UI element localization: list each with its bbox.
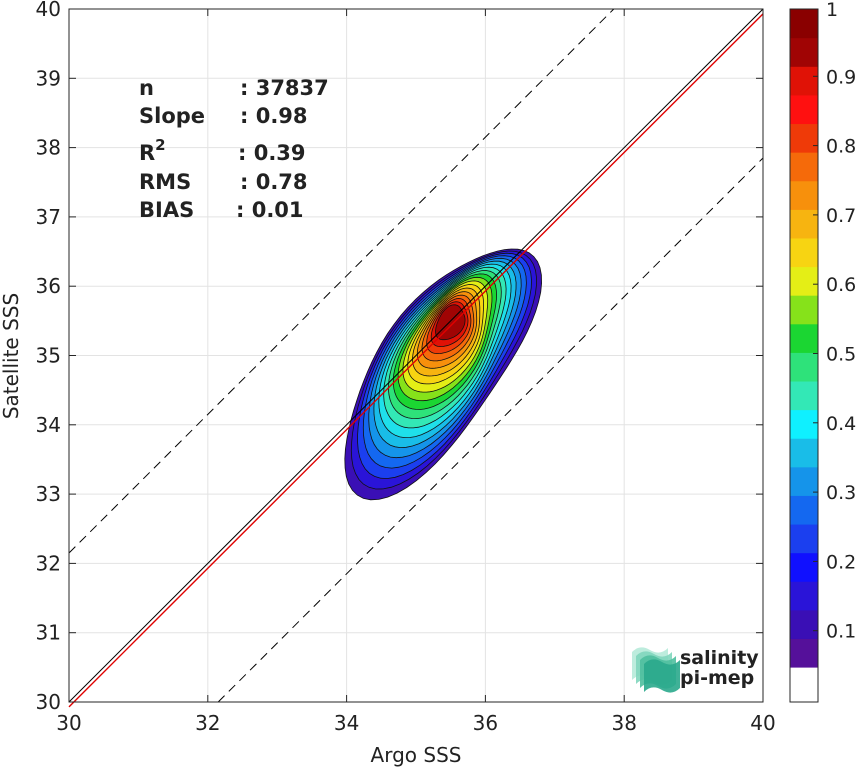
y-tick-label: 30 [36,690,61,714]
colorbar-segment [790,581,818,611]
identity-plus-2-line [68,8,615,554]
colorbar-segment [790,266,818,296]
stat-value: : 0.01 [236,198,304,222]
x-tick-label: 34 [334,711,359,735]
colorbar-segment [790,495,818,525]
logo-wave-shape [644,659,680,693]
colorbar-tick-label: 0.7 [826,205,856,227]
colorbar-segment [790,209,818,239]
colorbar: 0.1 0.2 0.3 0.4 0.5 0.6 0.7 0.8 0.9 1 [789,0,856,703]
colorbar-tick-label: 0.6 [826,274,856,296]
x-tick-label: 36 [473,711,498,735]
y-tick-label: 36 [36,274,61,298]
colorbar-segment [790,409,818,439]
colorbar-segment [790,466,818,496]
y-tick-label: 34 [36,413,61,437]
identity-line [68,8,764,703]
colorbar-tick-label: 0.1 [826,621,856,643]
colorbar-segment [790,352,818,382]
stat-label-superscript: 2 [155,136,165,154]
colorbar-tick-label: 0.3 [826,482,856,504]
density-contours [344,248,543,501]
colorbar-segment [790,323,818,353]
x-axis: 30 32 34 36 38 40 [56,9,776,735]
x-tick-label: 40 [750,711,775,735]
x-tick-label: 32 [195,711,220,735]
y-axis: 30 31 32 33 34 35 36 37 38 39 40 [36,0,763,714]
colorbar-tick-label: 0.8 [826,136,856,158]
colorbar-tick-label: 0.4 [826,413,856,435]
colorbar-frame [789,8,819,703]
colorbar-white-segment [790,667,818,702]
colorbar-segment [790,438,818,468]
stat-value: : 37837 [240,76,329,100]
y-tick-label: 35 [36,344,61,368]
stat-label: Slope [139,104,205,128]
x-tick-label: 30 [56,711,81,735]
x-axis-label: Argo SSS [371,743,462,767]
colorbar-segment [790,638,818,668]
colorbar-segment [790,609,818,639]
y-tick-label: 39 [36,66,61,90]
x-tick-label: 38 [611,711,636,735]
identity-minus-2-line [217,157,764,703]
colorbar-tick-label: 0.2 [826,551,856,573]
colorbar-segment [790,295,818,325]
regression-line [68,13,764,708]
y-tick-label: 40 [36,0,61,21]
colorbar-segment [790,380,818,411]
y-tick-label: 33 [36,482,61,506]
stat-value: : 0.98 [240,104,308,128]
colorbar-segment [790,152,818,182]
stat-value: : 0.39 [238,141,306,165]
colorbar-segment [790,66,818,96]
colorbar-segment [790,180,818,210]
stat-label: RMS [139,170,191,194]
stat-label: BIAS [139,198,194,222]
y-tick-label: 38 [36,136,61,160]
stat-value: : 0.78 [240,170,308,194]
logo-text-line: pi-mep [680,667,754,689]
y-tick-label: 31 [36,621,61,645]
y-axis-label: Satellite SSS [0,293,23,419]
stat-label: n [139,76,154,100]
logo-text-line: salinity [680,647,759,669]
colorbar-tick-label: 0.9 [826,66,856,88]
colorbar-segment [790,237,818,268]
y-tick-label: 37 [36,205,61,229]
colorbar-tick-label: 1 [826,0,838,21]
y-tick-label: 32 [36,551,61,575]
colorbar-segment [790,123,818,153]
reference-lines [68,8,764,708]
colorbar-segment [790,94,818,125]
colorbar-segment [790,552,818,582]
colorbar-segment [790,523,818,554]
colorbar-tick-label: 0.5 [826,344,856,366]
colorbar-segment [790,37,818,67]
colorbar-segment [790,9,818,39]
